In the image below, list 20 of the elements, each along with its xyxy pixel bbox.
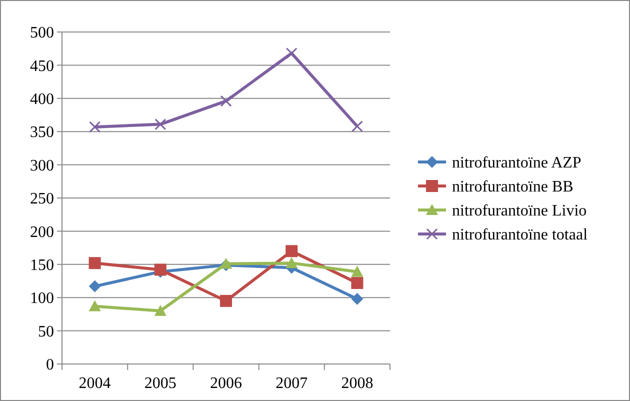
y-tick-label: 0 bbox=[46, 356, 54, 374]
legend-label: nitrofurantoïne Livio bbox=[452, 202, 587, 220]
x-tick-label: 2005 bbox=[144, 375, 176, 392]
x-tick-label: 2007 bbox=[276, 375, 308, 392]
y-tick-label: 100 bbox=[30, 290, 54, 308]
legend-label: nitrofurantoïne AZP bbox=[452, 154, 582, 172]
y-tick-label: 150 bbox=[30, 257, 54, 274]
x-tick-label: 2004 bbox=[78, 375, 111, 392]
y-tick-label: 500 bbox=[30, 24, 54, 42]
y-tick-label: 300 bbox=[30, 157, 54, 174]
y-tick-label: 200 bbox=[30, 224, 54, 241]
y-tick-label: 250 bbox=[30, 190, 54, 208]
x-tick-label: 2008 bbox=[341, 375, 374, 392]
x-tick-label: 2006 bbox=[210, 375, 242, 392]
y-tick-label: 400 bbox=[30, 91, 54, 108]
legend-label: nitrofurantoïne BB bbox=[452, 178, 574, 196]
y-tick-label: 350 bbox=[30, 124, 54, 142]
y-tick-label: 50 bbox=[38, 323, 54, 340]
legend-label: nitrofurantoïne totaal bbox=[452, 226, 588, 244]
y-tick-label: 450 bbox=[30, 58, 54, 75]
